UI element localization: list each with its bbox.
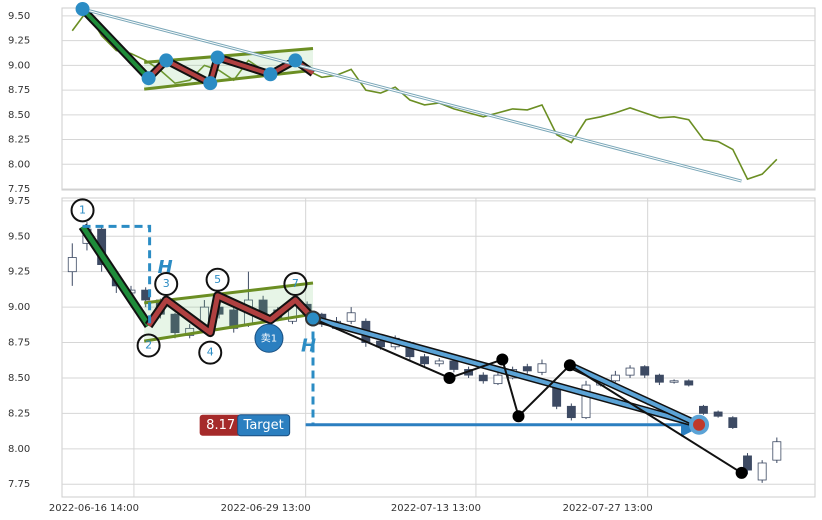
channel-line (143, 312, 314, 343)
target-label-box (237, 414, 291, 437)
pivot-circle (70, 198, 95, 223)
y-tick-label: 9.25 (8, 267, 30, 278)
target-value: 8.17 (206, 418, 235, 433)
pivot-dot (203, 76, 218, 91)
projection-dot (496, 353, 509, 366)
target-value-box (199, 414, 242, 436)
projection-dot (563, 359, 576, 372)
x-tick-label: 2022-07-13 13:00 (391, 503, 481, 514)
candle-body (522, 366, 532, 372)
candle-body (625, 367, 635, 376)
candle-body (346, 312, 356, 322)
pivot-circle (205, 267, 230, 292)
candle-body (449, 360, 459, 370)
channel-fill (144, 283, 313, 342)
y-tick-label: 9.75 (8, 196, 30, 207)
candle-body (757, 462, 767, 481)
candle-body (699, 405, 708, 414)
candle-body (478, 374, 488, 382)
drop-leg (81, 7, 151, 80)
x-tick-label: 2022-06-16 14:00 (49, 503, 139, 514)
overview-frame (61, 7, 816, 191)
candle-body (434, 360, 444, 365)
candle-body (713, 411, 723, 417)
x-tick-label: 2022-07-27 13:00 (563, 503, 653, 514)
candle-body (376, 340, 385, 348)
pivot-dot (159, 53, 174, 68)
signal-marker (254, 323, 284, 353)
y-tick-label: 8.75 (8, 85, 30, 96)
y-tick-label: 8.25 (8, 408, 30, 419)
candle-body (581, 384, 591, 419)
y-tick-label: 9.00 (8, 60, 30, 71)
candle-body (493, 374, 503, 385)
candle-body (420, 356, 429, 365)
pivot-dot (75, 1, 90, 16)
y-tick-label: 8.00 (8, 444, 30, 455)
projection-dot (512, 410, 525, 423)
pivot-label: 2 (145, 339, 152, 352)
target-dot (689, 414, 710, 435)
pivot-label: 1 (79, 203, 86, 216)
candle-body (772, 441, 782, 461)
y-tick-label: 8.00 (8, 159, 30, 170)
height-dash (82, 224, 152, 326)
candle-body (728, 417, 738, 428)
projection-dot (735, 466, 748, 479)
pivot-dot (263, 67, 278, 82)
drop-leg (80, 224, 151, 327)
wedge-zigzag (146, 293, 315, 336)
pivot-circle (198, 340, 223, 365)
candle-body (610, 374, 620, 382)
y-tick-label: 8.50 (8, 373, 30, 384)
main-frame (61, 197, 816, 498)
pivot-label: 4 (207, 346, 214, 359)
pivot-label: 3 (163, 277, 170, 290)
candle-body (170, 313, 180, 334)
projection-dot (443, 371, 456, 384)
target-label: Target (243, 418, 284, 433)
x-tick-label: 2022-06-29 13:00 (221, 503, 311, 514)
candle-body (669, 380, 679, 383)
height-label: H (301, 335, 316, 356)
candle-body (743, 455, 752, 471)
projection-trend (569, 363, 700, 427)
candle-body (566, 405, 576, 419)
y-tick-label: 9.50 (8, 231, 30, 242)
projection-arrow-inner (82, 8, 742, 182)
y-tick-label: 7.75 (8, 479, 30, 490)
pivot-dot (210, 50, 225, 65)
channel-line (144, 68, 314, 91)
candle-body (229, 309, 239, 329)
pivot-circle (154, 272, 179, 297)
candle-body (654, 374, 664, 383)
candle-body (537, 363, 547, 373)
pivot-dot (288, 53, 303, 68)
candle-body (67, 257, 77, 273)
end-dot (305, 310, 321, 327)
y-tick-label: 9.25 (8, 36, 30, 47)
projection-path (312, 317, 743, 474)
pivot-circle (283, 272, 308, 297)
y-tick-label: 9.00 (8, 302, 30, 313)
pivot-dot (141, 71, 156, 86)
y-tick-label: 8.75 (8, 338, 30, 349)
candle-body (684, 380, 694, 386)
y-tick-label: 8.50 (8, 110, 30, 121)
signal-label: 卖1 (261, 332, 277, 344)
pivot-label: 5 (214, 273, 221, 286)
pivot-label: 7 (292, 277, 299, 290)
y-tick-label: 7.75 (8, 184, 30, 195)
y-tick-label: 8.25 (8, 135, 30, 146)
candle-body (640, 366, 650, 376)
pivot-circle (136, 333, 161, 358)
y-tick-label: 9.50 (8, 11, 30, 22)
price-line (71, 9, 778, 181)
